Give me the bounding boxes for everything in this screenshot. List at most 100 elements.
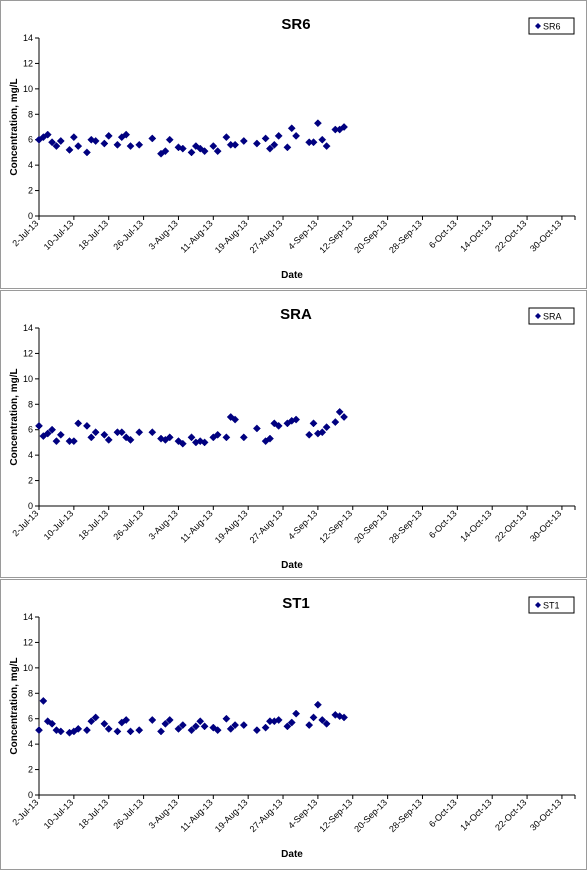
data-point (252, 139, 261, 148)
x-tick-label: 27-Aug-13 (248, 218, 285, 255)
data-point (322, 719, 331, 728)
x-tick-label: 22-Oct-13 (493, 218, 528, 253)
x-axis-label: Date (281, 270, 303, 281)
y-tick-label: 4 (28, 450, 33, 460)
data-point (200, 722, 209, 731)
data-point (74, 142, 83, 151)
data-point (292, 131, 301, 140)
legend-box (528, 17, 575, 35)
y-tick-label: 2 (28, 476, 33, 486)
data-point (100, 430, 109, 439)
y-tick-label: 12 (23, 637, 33, 647)
y-tick-label: 4 (28, 739, 33, 749)
y-tick-label: 10 (23, 663, 33, 673)
legend-label: ST1 (543, 601, 560, 611)
x-tick-label: 30-Oct-13 (528, 508, 563, 543)
y-tick-label: 14 (23, 323, 33, 333)
y-tick-label: 8 (28, 399, 33, 409)
chart-panel-sra: SRA 0 2 4 6 8 10 12 14 2-Jul-13 10-Jul-13 18-Jul-13… (0, 290, 587, 578)
x-tick-label: 11-Aug-13 (178, 797, 214, 833)
data-point (226, 724, 235, 733)
y-tick-label: 12 (23, 348, 33, 358)
data-point (274, 131, 283, 140)
y-axis-label: Concentration, mg/L (9, 368, 20, 465)
data-point (87, 433, 96, 442)
x-tick-label: 20-Sep-13 (352, 218, 389, 255)
x-axis-label: Date (281, 560, 303, 571)
chart-panel-sr6: SR6 0 2 4 6 8 10 12 14 2-Jul-13 10-Jul-13 18-Jul-13… (0, 0, 587, 289)
data-point (104, 724, 113, 733)
data-point (274, 716, 283, 724)
x-tick-label: 28-Sep-13 (387, 218, 424, 255)
data-point (213, 147, 222, 156)
legend-label: SRA (543, 312, 562, 322)
data-point (52, 142, 61, 151)
data-point (222, 433, 231, 442)
legend-box (528, 307, 575, 325)
x-tick-label: 22-Oct-13 (493, 508, 528, 543)
data-point (335, 407, 344, 416)
data-point (74, 419, 83, 428)
data-point (165, 433, 174, 442)
data-point (56, 137, 65, 145)
x-tick-label: 10-Jul-13 (42, 797, 76, 831)
x-tick-label: 26-Jul-13 (111, 218, 145, 252)
data-point (82, 726, 91, 735)
data-point (200, 438, 209, 447)
data-point (318, 135, 327, 144)
chart-panel-st1: ST1 0 2 4 6 8 10 12 14 2-Jul-13 10-Jul-13 18-Jul-13… (0, 579, 587, 870)
data-point (122, 130, 131, 139)
data-point (126, 435, 135, 444)
data-point (313, 700, 322, 709)
x-tick-label: 2-Jul-13 (10, 218, 40, 248)
x-tick-label: 3-Aug-13 (147, 218, 180, 251)
chart-title: ST1 (282, 595, 310, 612)
data-point (309, 138, 318, 147)
data-point (91, 713, 100, 722)
x-tick-label: 2-Jul-13 (10, 508, 40, 538)
data-point (231, 140, 240, 149)
data-point (35, 421, 43, 430)
data-point (231, 721, 240, 730)
data-point (226, 413, 235, 421)
data-point (261, 134, 270, 143)
data-point (239, 721, 248, 730)
data-point (178, 439, 187, 448)
data-point (148, 134, 157, 143)
data-point (87, 717, 96, 726)
data-point (178, 144, 187, 153)
y-tick-label: 0 (28, 790, 33, 800)
x-axis-label: Date (281, 849, 303, 860)
y-tick-label: 6 (28, 714, 33, 724)
y-tick-label: 0 (28, 211, 33, 221)
data-point (266, 434, 274, 443)
x-tick-label: 12-Sep-13 (317, 218, 354, 255)
x-tick-label: 26-Jul-13 (111, 797, 145, 831)
data-point (43, 429, 52, 438)
data-point (91, 137, 100, 145)
x-tick-label: 2-Jul-13 (10, 797, 40, 827)
x-tick-label: 19-Aug-13 (213, 797, 250, 834)
data-point (222, 133, 231, 142)
data-point (213, 726, 222, 735)
y-tick-label: 0 (28, 501, 33, 511)
y-axis-label: Concentration, mg/L (9, 78, 20, 175)
data-point (187, 433, 196, 442)
data-point (196, 437, 205, 446)
y-tick-label: 4 (28, 160, 33, 170)
y-tick-label: 14 (23, 33, 33, 43)
data-point (283, 722, 292, 731)
data-point (39, 696, 48, 705)
x-tick-label: 30-Oct-13 (528, 218, 563, 253)
data-point (165, 716, 174, 724)
x-tick-label: 28-Sep-13 (387, 508, 424, 545)
x-tick-label: 14-Oct-13 (458, 508, 493, 543)
x-tick-label: 12-Sep-13 (317, 508, 354, 545)
x-tick-label: 6-Oct-13 (427, 508, 459, 540)
x-tick-label: 22-Oct-13 (493, 797, 528, 832)
data-point (292, 709, 301, 718)
data-point (239, 433, 248, 442)
x-tick-label: 4-Sep-13 (286, 797, 319, 830)
data-point (56, 430, 65, 439)
data-point (340, 413, 348, 421)
